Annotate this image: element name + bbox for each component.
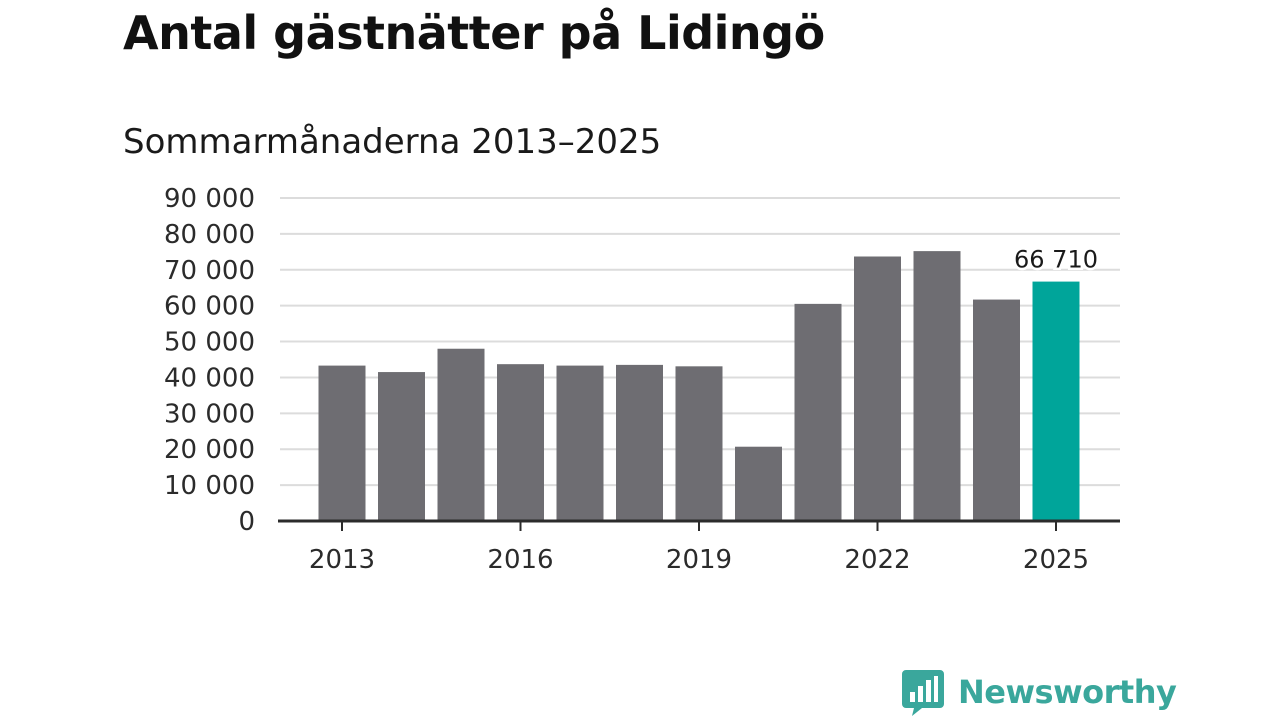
bar-2013 [318, 365, 366, 521]
chart-title: Antal gästnätter på Lidingö [123, 6, 825, 60]
y-tick-label: 10 000 [164, 471, 255, 501]
brand-name: Newsworthy [958, 673, 1177, 711]
x-tick-label: 2016 [487, 545, 553, 575]
y-tick-label: 80 000 [164, 220, 255, 250]
bars [318, 251, 1080, 522]
chart-subtitle: Sommarmånaderna 2013–2025 [123, 122, 662, 162]
x-axis-tick-labels: 2013 2016 2019 2022 2025 [309, 521, 1089, 575]
data-label-highlight: 66 710 [1014, 246, 1098, 274]
y-tick-label: 50 000 [164, 328, 255, 358]
bar-2021 [794, 303, 842, 521]
bar-2023 [913, 251, 961, 522]
bar-2019 [675, 366, 723, 521]
y-axis-tick-labels: 0 10 000 20 000 30 000 40 000 50 000 60 000 70 … [164, 184, 255, 537]
x-tick-label: 2013 [309, 545, 375, 575]
y-tick-label: 0 [238, 507, 255, 537]
newsworthy-brand: Newsworthy [902, 668, 1177, 716]
bar-2020 [735, 446, 782, 521]
bar-2018 [616, 364, 663, 521]
y-tick-label: 20 000 [164, 435, 255, 465]
y-tick-label: 30 000 [164, 399, 255, 429]
data-labels: 66 710 [1012, 243, 1101, 276]
bar-chart-speech-bubble-icon [902, 670, 944, 716]
x-tick-label: 2022 [844, 545, 910, 575]
bar-2024 [973, 299, 1020, 521]
bar-2022 [854, 256, 901, 521]
x-tick-label: 2025 [1023, 545, 1089, 575]
y-tick-label: 70 000 [164, 256, 255, 286]
bar-2025 [1032, 281, 1080, 521]
y-tick-label: 60 000 [164, 292, 255, 322]
y-tick-label: 90 000 [164, 184, 255, 214]
bar-2015 [437, 348, 485, 521]
x-tick-label: 2019 [666, 545, 732, 575]
bar-2014 [378, 372, 425, 521]
bar-2016 [497, 364, 544, 521]
bar-2017 [556, 365, 604, 521]
y-tick-label: 40 000 [164, 363, 255, 393]
